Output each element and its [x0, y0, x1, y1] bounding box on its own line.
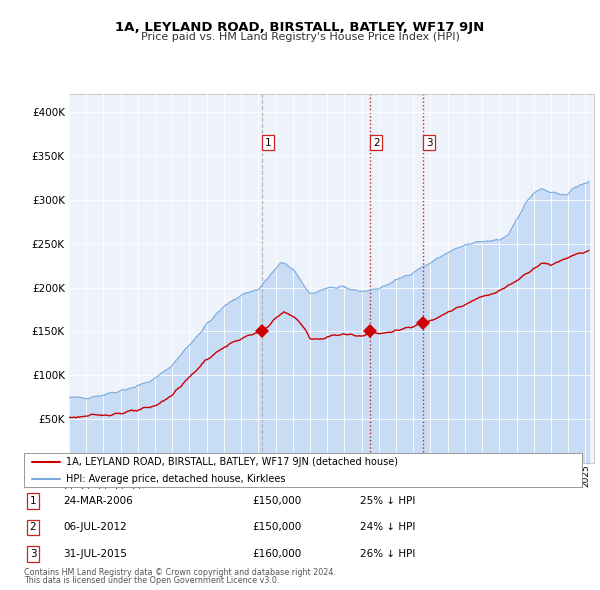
Text: 24-MAR-2006: 24-MAR-2006 — [63, 496, 133, 506]
Text: 3: 3 — [426, 137, 433, 148]
Text: 25% ↓ HPI: 25% ↓ HPI — [360, 496, 415, 506]
Text: This data is licensed under the Open Government Licence v3.0.: This data is licensed under the Open Gov… — [24, 576, 280, 585]
Text: £150,000: £150,000 — [252, 496, 301, 506]
Text: 24% ↓ HPI: 24% ↓ HPI — [360, 523, 415, 532]
Text: 1A, LEYLAND ROAD, BIRSTALL, BATLEY, WF17 9JN (detached house): 1A, LEYLAND ROAD, BIRSTALL, BATLEY, WF17… — [66, 457, 398, 467]
Text: £160,000: £160,000 — [252, 549, 301, 559]
Text: 1A, LEYLAND ROAD, BIRSTALL, BATLEY, WF17 9JN: 1A, LEYLAND ROAD, BIRSTALL, BATLEY, WF17… — [115, 21, 485, 34]
Text: £150,000: £150,000 — [252, 523, 301, 532]
Text: 31-JUL-2015: 31-JUL-2015 — [63, 549, 127, 559]
Text: 2: 2 — [373, 137, 380, 148]
Text: 1: 1 — [265, 137, 272, 148]
Text: HPI: Average price, detached house, Kirklees: HPI: Average price, detached house, Kirk… — [66, 474, 286, 484]
Text: 2: 2 — [29, 523, 37, 532]
Text: Contains HM Land Registry data © Crown copyright and database right 2024.: Contains HM Land Registry data © Crown c… — [24, 568, 336, 577]
Text: Price paid vs. HM Land Registry's House Price Index (HPI): Price paid vs. HM Land Registry's House … — [140, 32, 460, 42]
Text: 3: 3 — [29, 549, 37, 559]
Text: 1: 1 — [29, 496, 37, 506]
Text: 06-JUL-2012: 06-JUL-2012 — [63, 523, 127, 532]
Text: 26% ↓ HPI: 26% ↓ HPI — [360, 549, 415, 559]
